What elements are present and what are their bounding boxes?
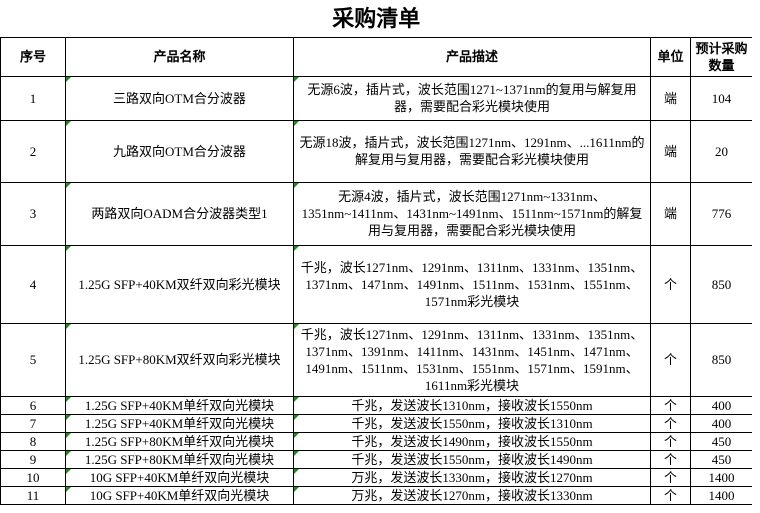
cell-no[interactable]: 6 <box>0 395 66 415</box>
cell-name[interactable]: 1.25G SFP+40KM双纤双向彩光模块 <box>65 244 294 324</box>
cell-unit[interactable]: 个 <box>650 431 691 451</box>
table-row: 3 两路双向OADM合分波器类型1 无源4波，插片式，波长范围1271nm~1331… <box>0 181 754 246</box>
cell-qty[interactable]: 1400 <box>689 485 754 505</box>
table-row: 9 1.25G SFP+80KM单纤双向光模块 千兆，发送波长1550nm，接收波长… <box>0 449 754 469</box>
cell-no[interactable]: 11 <box>0 485 66 505</box>
cell-no[interactable]: 7 <box>0 413 66 433</box>
cell-no[interactable]: 10 <box>0 467 66 487</box>
cell-desc[interactable]: 无源4波，插片式，波长范围1271nm~1331nm、1351nm~1411nm… <box>293 181 651 246</box>
cell-name[interactable]: 1.25G SFP+40KM单纤双向光模块 <box>65 413 294 433</box>
cell-qty[interactable]: 1400 <box>689 467 754 487</box>
cell-desc[interactable]: 千兆，发送波长1490nm，接收波长1550nm <box>293 431 651 451</box>
cell-no[interactable]: 3 <box>0 181 66 246</box>
cell-desc[interactable]: 千兆，发送波长1310nm，接收波长1550nm <box>293 395 651 415</box>
cell-desc[interactable]: 无源6波，插片式，波长范围1271~1371nm的复用与解复用器，需要配合彩光模… <box>293 75 651 121</box>
cell-unit[interactable]: 个 <box>650 395 691 415</box>
sheet-edge <box>752 0 760 513</box>
cell-qty[interactable]: 450 <box>689 449 754 469</box>
cell-desc[interactable]: 千兆，发送波长1550nm，接收波长1490nm <box>293 449 651 469</box>
cell-no[interactable]: 1 <box>0 75 66 121</box>
cell-qty[interactable]: 104 <box>689 75 754 121</box>
cell-unit[interactable]: 个 <box>650 449 691 469</box>
cell-qty[interactable]: 400 <box>689 413 754 433</box>
table-row: 1 三路双向OTM合分波器 无源6波，插片式，波长范围1271~1371nm的复用与… <box>0 75 754 121</box>
cell-unit[interactable]: 个 <box>650 467 691 487</box>
cell-name[interactable]: 1.25G SFP+80KM双纤双向彩光模块 <box>65 322 294 397</box>
cell-no[interactable]: 4 <box>0 244 66 324</box>
header-desc[interactable]: 产品描述 <box>293 36 651 77</box>
cell-name[interactable]: 三路双向OTM合分波器 <box>65 75 294 121</box>
table-row: 5 1.25G SFP+80KM双纤双向彩光模块 千兆，波长1271nm、1291n… <box>0 322 754 397</box>
cell-desc[interactable]: 千兆，发送波长1550nm，接收波长1310nm <box>293 413 651 433</box>
cell-qty[interactable]: 850 <box>689 244 754 324</box>
table-row: 10 10G SFP+40KM单纤双向光模块 万兆，发送波长1330nm，接收波长1… <box>0 467 754 487</box>
purchase-list-sheet: 采购清单 序号 产品名称 产品描述 单位 预计采购数量 1 三路双向OTM合分波器… <box>0 0 754 505</box>
table-row: 6 1.25G SFP+40KM单纤双向光模块 千兆，发送波长1310nm，接收波长… <box>0 395 754 415</box>
header-no[interactable]: 序号 <box>0 36 66 77</box>
table-row: 8 1.25G SFP+80KM单纤双向光模块 千兆，发送波长1490nm，接收波长… <box>0 431 754 451</box>
cell-desc[interactable]: 千兆，波长1271nm、1291nm、1311nm、1331nm、1351nm、… <box>293 244 651 324</box>
cell-qty[interactable]: 400 <box>689 395 754 415</box>
cell-desc[interactable]: 千兆，波长1271nm、1291nm、1311nm、1331nm、1351nm、… <box>293 322 651 397</box>
cell-no[interactable]: 2 <box>0 119 66 183</box>
cell-unit[interactable]: 个 <box>650 244 691 324</box>
cell-qty[interactable]: 850 <box>689 322 754 397</box>
cell-name[interactable]: 10G SFP+40KM单纤双向光模块 <box>65 467 294 487</box>
header-qty[interactable]: 预计采购数量 <box>689 36 754 77</box>
cell-no[interactable]: 9 <box>0 449 66 469</box>
cell-unit[interactable]: 端 <box>650 75 691 121</box>
cell-unit[interactable]: 个 <box>650 485 691 505</box>
cell-qty[interactable]: 450 <box>689 431 754 451</box>
table-row: 7 1.25G SFP+40KM单纤双向光模块 千兆，发送波长1550nm，接收波长… <box>0 413 754 433</box>
table-row: 2 九路双向OTM合分波器 无源18波，插片式，波长范围1271nm、1291nm、… <box>0 119 754 183</box>
header-name[interactable]: 产品名称 <box>65 36 294 77</box>
cell-desc[interactable]: 万兆，发送波长1270nm，接收波长1330nm <box>293 485 651 505</box>
cell-qty[interactable]: 776 <box>689 181 754 246</box>
cell-unit[interactable]: 端 <box>650 119 691 183</box>
sheet-title[interactable]: 采购清单 <box>0 0 754 38</box>
cell-desc[interactable]: 万兆，发送波长1330nm，接收波长1270nm <box>293 467 651 487</box>
cell-no[interactable]: 8 <box>0 431 66 451</box>
cell-qty[interactable]: 20 <box>689 119 754 183</box>
table-row: 4 1.25G SFP+40KM双纤双向彩光模块 千兆，波长1271nm、1291n… <box>0 244 754 324</box>
cell-unit[interactable]: 端 <box>650 181 691 246</box>
header-unit[interactable]: 单位 <box>650 36 691 77</box>
cell-name[interactable]: 1.25G SFP+80KM单纤双向光模块 <box>65 449 294 469</box>
cell-name[interactable]: 1.25G SFP+80KM单纤双向光模块 <box>65 431 294 451</box>
cell-name[interactable]: 1.25G SFP+40KM单纤双向光模块 <box>65 395 294 415</box>
cell-unit[interactable]: 个 <box>650 322 691 397</box>
cell-unit[interactable]: 个 <box>650 413 691 433</box>
cell-name[interactable]: 九路双向OTM合分波器 <box>65 119 294 183</box>
cell-name[interactable]: 10G SFP+40KM单纤双向光模块 <box>65 485 294 505</box>
cell-name[interactable]: 两路双向OADM合分波器类型1 <box>65 181 294 246</box>
table-row: 11 10G SFP+40KM单纤双向光模块 万兆，发送波长1270nm，接收波长1… <box>0 485 754 505</box>
cell-no[interactable]: 5 <box>0 322 66 397</box>
cell-desc[interactable]: 无源18波，插片式，波长范围1271nm、1291nm、...1611nm的解复… <box>293 119 651 183</box>
